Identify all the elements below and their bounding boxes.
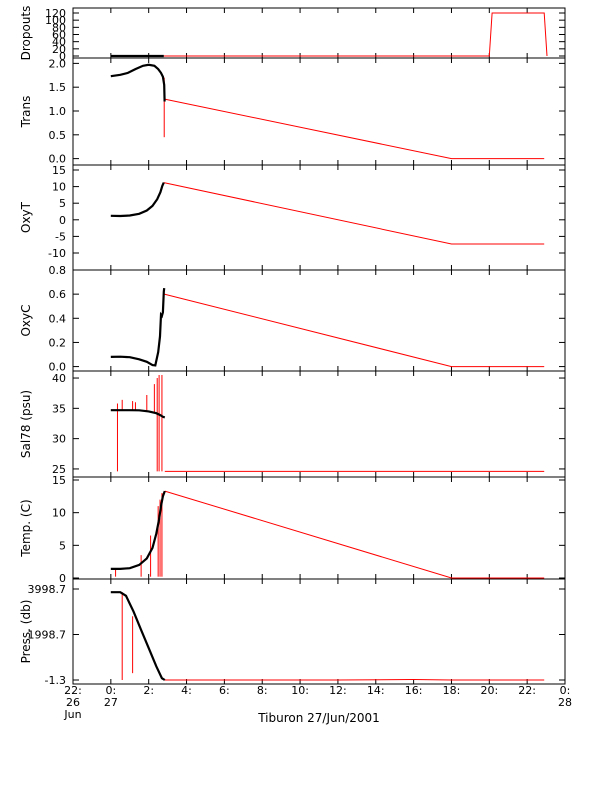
y-tick-label: 30 (52, 433, 66, 446)
x-tick-label: 0: (105, 684, 116, 697)
x-axis-label: Tiburon 27/Jun/2001 (257, 711, 380, 725)
y-tick-label: -10 (48, 247, 66, 260)
y-tick-label: 40 (52, 36, 66, 49)
x-tick-label: 4: (181, 684, 192, 697)
series-measured (110, 591, 166, 681)
y-tick-label: 0 (59, 50, 66, 63)
y-tick-label: 120 (45, 7, 66, 20)
x-tick-label: 28 (558, 696, 572, 709)
series-measured (110, 490, 166, 571)
y-axis-title: Temp. (C) (19, 499, 33, 557)
x-tick-label: 22: (64, 684, 82, 697)
x-tick-label: 6: (219, 684, 230, 697)
y-tick-label: 2.0 (49, 57, 67, 70)
panel-frame (72, 370, 566, 478)
x-tick-label: 18: (443, 684, 461, 697)
y-tick-label: 0.5 (49, 129, 67, 142)
y-tick-label: 0.8 (49, 264, 67, 277)
panel-frame (72, 578, 566, 685)
panel-oxyt: -10 -5 0 5 10 15 OxyT (19, 164, 566, 271)
x-tick-label: 16: (405, 684, 423, 697)
x-tick-label: Jun (63, 708, 81, 721)
panel-frame (72, 57, 566, 166)
panel-frame (72, 476, 566, 580)
y-tick-label: 1998.7 (28, 629, 67, 642)
y-axis-title: Sal78 (psu) (19, 390, 33, 458)
x-tick-label: 10: (291, 684, 309, 697)
series-measured (110, 182, 165, 218)
panel-data (110, 182, 545, 245)
y-axis-title: Press. (db) (19, 600, 33, 664)
x-tick-label: 2: (143, 684, 154, 697)
panel-data (110, 375, 545, 472)
y-axis-title: OxyC (19, 304, 33, 336)
series-measured (110, 63, 166, 102)
panel-frame (72, 269, 566, 372)
panel-sal78: 25 30 35 40 Sal78 (psu) (19, 370, 566, 478)
y-tick-label: 25 (52, 463, 66, 476)
y-tick-label: 80 (52, 21, 66, 34)
panel-data (110, 12, 548, 58)
y-axis-title: OxyT (19, 201, 33, 233)
y-tick-label: 0.6 (49, 288, 67, 301)
y-tick-label: 40 (52, 372, 66, 385)
series-interpolated (164, 98, 545, 160)
y-tick-label: 1.0 (49, 105, 67, 118)
series-interpolated (163, 12, 548, 57)
x-tick-label: 20: (480, 684, 498, 697)
y-tick-label: 15 (52, 164, 66, 177)
y-axis-title: Dropouts (19, 6, 33, 61)
panel-frame (72, 164, 566, 271)
y-tick-label: -1.3 (45, 674, 66, 687)
panel-oxyc: 0.0 0.2 0.4 0.6 0.8 OxyC (19, 264, 566, 374)
series-measured (110, 287, 166, 367)
panel-data (110, 490, 545, 579)
y-tick-label: 0 (59, 572, 66, 585)
y-tick-label: 0.2 (49, 336, 67, 349)
y-tick-label: 35 (52, 402, 66, 415)
panel-data (110, 287, 545, 368)
panel-data (110, 63, 545, 160)
y-tick-label: 5 (59, 197, 66, 210)
x-tick-label: 26 (66, 696, 80, 709)
y-tick-label: 15 (52, 474, 66, 487)
panel-trans: 0.0 0.5 1.0 1.5 2.0 Trans (19, 57, 566, 166)
chart-panels: 020406080100120Dropouts0.00.51.01.52.0Tr… (19, 6, 566, 687)
y-tick-label: 0.0 (49, 153, 67, 166)
y-axis-title: Trans (19, 96, 33, 129)
y-tick-label: 10 (52, 507, 66, 520)
y-tick-label: 100 (45, 14, 66, 27)
y-tick-label: 0.0 (49, 361, 67, 374)
x-tick-label: 22: (518, 684, 536, 697)
series-measured (110, 409, 166, 419)
y-tick-label: 1.5 (49, 81, 67, 94)
y-tick-label: 10 (52, 181, 66, 194)
y-tick-label: -5 (55, 230, 66, 243)
series-interpolated (164, 678, 545, 681)
x-tick-label: 8: (257, 684, 268, 697)
series-interpolated (164, 293, 545, 368)
x-tick-label: 12: (329, 684, 347, 697)
y-tick-label: 0 (59, 214, 66, 227)
panel-data (110, 591, 545, 681)
series-interpolated (163, 182, 545, 245)
y-tick-label: 60 (52, 29, 66, 42)
series-interpolated (164, 490, 545, 579)
panel-temp: 0 5 10 15 Temp. (C) (19, 474, 566, 585)
y-tick-label: 20 (52, 43, 66, 56)
x-tick-label: 14: (367, 684, 385, 697)
panel-press: -1.3 1998.7 3998.7 Press. (db) (19, 578, 566, 687)
x-tick-label: 27 (104, 696, 118, 709)
y-tick-label: 3998.7 (28, 583, 67, 596)
x-tick-label: 0: (560, 684, 571, 697)
y-tick-label: 5 (59, 539, 66, 552)
y-tick-label: 0.4 (49, 312, 67, 325)
